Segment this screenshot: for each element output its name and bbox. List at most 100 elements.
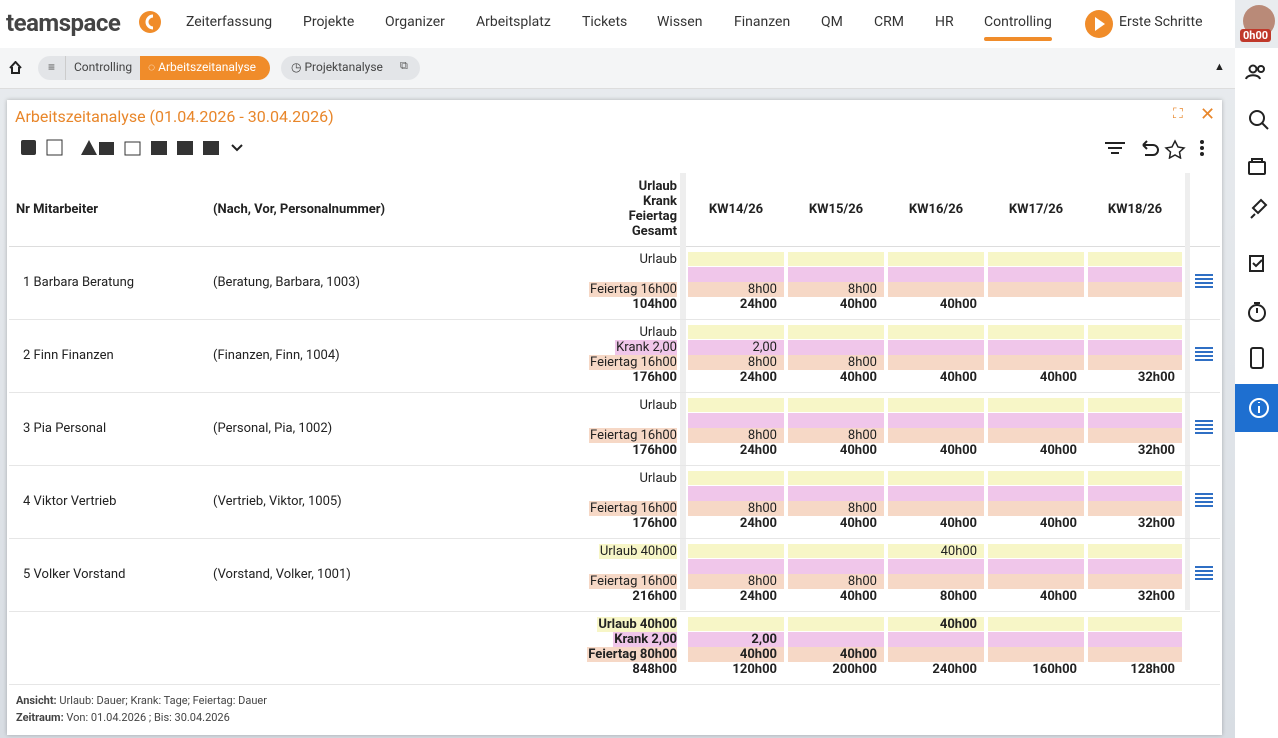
menu-item[interactable]: HR (935, 14, 954, 30)
header-week: KW17/26 (1008, 202, 1064, 217)
week-band (688, 544, 784, 558)
header-week: KW14/26 (708, 202, 764, 217)
menu-item[interactable]: Arbeitsplatz (476, 14, 551, 30)
week-cell: 24h00 (739, 516, 777, 531)
week-band (888, 574, 984, 589)
tab[interactable]: ◷ Projektanalyse (291, 60, 383, 74)
open-icon[interactable]: ⧉ (400, 59, 408, 72)
detail-icon[interactable] (1195, 420, 1213, 436)
week-cell: 32h00 (1137, 370, 1175, 385)
play-icon[interactable] (1085, 10, 1113, 38)
menu-item[interactable]: Tickets (582, 14, 628, 30)
menu-item[interactable]: CRM (874, 14, 904, 30)
week-band (788, 340, 884, 355)
toolbar-right[interactable] (1103, 139, 1213, 159)
active-underline (984, 37, 1052, 41)
week-band (1088, 355, 1182, 370)
summary-cell: Feiertag 16h00 (589, 355, 677, 370)
row-nr: 4 (23, 494, 31, 509)
week-cell: 24h00 (739, 589, 777, 604)
summary-cell: Urlaub (639, 398, 677, 413)
menu-item[interactable]: Finanzen (734, 14, 791, 30)
week-cell: 128h00 (1130, 662, 1175, 677)
week-band (988, 325, 1084, 339)
row-key: (Vorstand, Volker, 1001) (213, 567, 351, 582)
v-band (1185, 173, 1190, 610)
menu-item[interactable]: Projekte (303, 14, 355, 30)
logo[interactable]: teamspace (6, 9, 121, 37)
close-icon[interactable]: ✕ (1200, 104, 1216, 125)
header-week: KW18/26 (1107, 202, 1163, 217)
row-divider (9, 611, 1220, 612)
footer-label: Zeitraum: (16, 711, 64, 724)
home-icon[interactable] (9, 61, 22, 74)
tab-pill[interactable] (281, 56, 420, 80)
week-band (888, 647, 984, 662)
week-band (688, 632, 784, 647)
week-cell: 40h00 (739, 647, 777, 662)
week-band (888, 428, 984, 443)
week-band (1088, 647, 1182, 662)
row-employee: Barbara Beratung (33, 275, 135, 290)
week-cell: 40h00 (939, 516, 977, 531)
cta[interactable]: Erste Schritte (1119, 14, 1203, 30)
header-key: (Nach, Vor, Personalnummer) (213, 202, 386, 217)
week-band (1088, 428, 1182, 443)
timer: 0h00 (1240, 29, 1272, 42)
maximize-icon[interactable]: ⛶ (1173, 106, 1183, 122)
table-bottom (9, 684, 1220, 685)
header-nr-name: Nr Mitarbeiter (16, 202, 99, 217)
breadcrumb-active[interactable] (140, 56, 270, 80)
detail-icon[interactable] (1195, 493, 1213, 509)
header-summary: Krank (642, 194, 677, 209)
row-employee: Volker Vorstand (33, 567, 126, 582)
week-band (888, 617, 984, 631)
sidebar-icons (1245, 64, 1269, 418)
row-name: 2 Finn Finanzen (23, 348, 114, 363)
menu-item[interactable]: Organizer (385, 14, 445, 30)
week-band (1088, 325, 1182, 339)
collapse-icon[interactable]: ▲ (1214, 60, 1225, 73)
week-band (788, 355, 884, 370)
week-band (1088, 486, 1182, 501)
breadcrumb[interactable]: Controlling (65, 56, 140, 80)
week-cell: 8h00 (747, 282, 777, 297)
week-cell: 80h00 (939, 589, 977, 604)
week-cell: 40h00 (939, 443, 977, 458)
week-band (888, 544, 984, 558)
menu-item[interactable]: Wissen (657, 14, 703, 30)
week-band (988, 413, 1084, 428)
v-band (680, 173, 686, 610)
week-cell: 32h00 (1137, 589, 1175, 604)
week-cell: 40h00 (839, 443, 877, 458)
week-band (988, 267, 1084, 282)
week-band (788, 501, 884, 516)
week-band (888, 282, 984, 297)
header-summary: Gesamt (631, 224, 677, 239)
week-band (1088, 544, 1182, 558)
sidebar-active[interactable] (1235, 384, 1278, 432)
week-cell: 8h00 (847, 574, 877, 589)
week-cell: 8h00 (747, 428, 777, 443)
week-band (688, 471, 784, 485)
menu-item[interactable]: Zeiterfassung (186, 14, 273, 30)
menu-item[interactable]: QM (821, 14, 843, 30)
detail-icon[interactable] (1195, 274, 1213, 290)
menu-icon[interactable]: ≡ (48, 60, 56, 74)
week-band (988, 282, 1084, 297)
week-cell: 8h00 (747, 574, 777, 589)
panel-title: Arbeitszeitanalyse (01.04.2026 - 30.04.2… (15, 107, 334, 126)
week-cell: 8h00 (847, 501, 877, 516)
menu-item[interactable]: Controlling (984, 14, 1052, 30)
week-band (1088, 471, 1182, 485)
summary-cell: 176h00 (632, 370, 677, 385)
week-cell: 8h00 (847, 355, 877, 370)
week-band (688, 574, 784, 589)
week-band (788, 617, 884, 631)
week-cell: 24h00 (739, 370, 777, 385)
detail-icon[interactable] (1195, 566, 1213, 582)
toolbar[interactable] (20, 139, 250, 157)
week-band (688, 559, 784, 574)
week-cell: 40h00 (1039, 370, 1077, 385)
detail-icon[interactable] (1195, 347, 1213, 363)
